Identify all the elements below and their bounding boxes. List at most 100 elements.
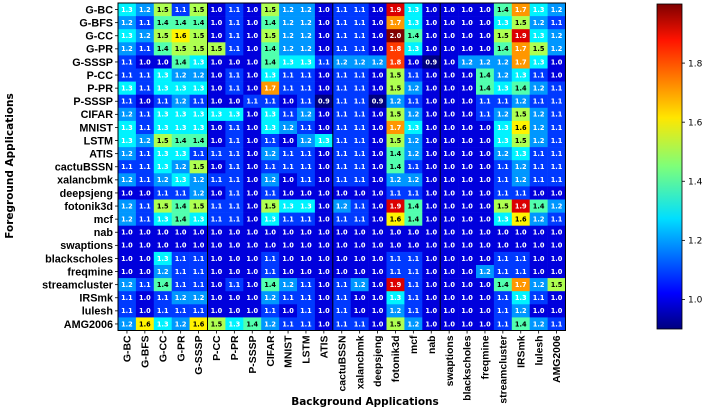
- cell-value-label: 1.0: [282, 268, 294, 276]
- cell-value-label: 1.1: [175, 255, 187, 263]
- heatmap-cell: [279, 147, 298, 161]
- heatmap-cell: [350, 3, 369, 17]
- cell-value-label: 1.2: [121, 320, 133, 328]
- heatmap-cell: [171, 94, 190, 109]
- heatmap-cell: [368, 317, 387, 331]
- cell-value-label: 1.0: [139, 229, 151, 237]
- cell-value-label: 1.0: [246, 111, 258, 119]
- cell-value-label: 1.1: [139, 19, 151, 27]
- heatmap-cell: [529, 29, 548, 43]
- heatmap-cell: [511, 238, 530, 253]
- cell-value-label: 1.0: [211, 58, 223, 66]
- heatmap-cell: [422, 42, 441, 56]
- cell-value-label: 1.2: [390, 176, 402, 184]
- cell-value-label: 1.3: [157, 150, 169, 158]
- heatmap-cell: [511, 225, 530, 240]
- heatmap-cell: [422, 238, 441, 253]
- heatmap-cell: [547, 251, 566, 266]
- heatmap-cell: [225, 107, 244, 122]
- cell-value-label: 1.1: [193, 255, 205, 263]
- cell-value-label: 1.1: [479, 98, 491, 106]
- heatmap-cell: [225, 3, 244, 17]
- cell-value-label: 1.2: [354, 58, 366, 66]
- cell-value-label: 1.2: [121, 202, 133, 210]
- cell-value-label: 1.5: [390, 84, 402, 92]
- heatmap-cell: [171, 238, 190, 253]
- heatmap-cell: [297, 186, 316, 200]
- cell-value-label: 1.0: [246, 32, 258, 40]
- heatmap-cell: [547, 94, 566, 109]
- heatmap-cell: [547, 278, 566, 292]
- heatmap-cell: [386, 251, 405, 266]
- heatmap-cell: [350, 186, 369, 200]
- cell-value-label: 1.3: [497, 84, 509, 92]
- x-axis-label: Background Applications: [291, 396, 439, 408]
- cell-value-label: 1.0: [229, 229, 241, 237]
- cell-value-label: 1.0: [551, 268, 563, 276]
- cell-value-label: 1.2: [336, 58, 348, 66]
- heatmap-cell: [261, 107, 280, 122]
- cell-value-label: 1.2: [264, 320, 276, 328]
- cell-value-label: 1.0: [282, 307, 294, 315]
- cell-value-label: 1.3: [193, 215, 205, 223]
- cell-value-label: 1.1: [139, 281, 151, 289]
- heatmap-cell: [207, 3, 226, 17]
- cell-value-label: 1.1: [211, 202, 223, 210]
- cell-value-label: 1.3: [193, 58, 205, 66]
- cell-value-label: 1.0: [443, 189, 455, 197]
- heatmap-cell: [118, 55, 137, 69]
- heatmap-cell: [350, 265, 369, 279]
- cell-value-label: 1.0: [121, 189, 133, 197]
- cell-value-label: 1.5: [264, 6, 276, 14]
- heatmap-cell: [243, 68, 262, 82]
- heatmap-cell: [297, 238, 316, 253]
- heatmap-cell: [171, 68, 190, 82]
- heatmap-cell: [493, 251, 513, 266]
- heatmap-cell: [261, 55, 280, 69]
- heatmap-cell: [243, 173, 262, 187]
- cell-value-label: 1.1: [497, 294, 509, 302]
- cell-value-label: 1.1: [336, 320, 348, 328]
- cell-value-label: 1.0: [443, 229, 455, 237]
- cell-value-label: 1.1: [193, 281, 205, 289]
- cell-value-label: 1.0: [318, 320, 330, 328]
- cell-value-label: 1.2: [551, 202, 563, 210]
- heatmap-cell: [297, 278, 316, 292]
- cell-value-label: 1.0: [354, 268, 366, 276]
- cell-value-label: 1.0: [425, 111, 437, 119]
- heatmap-cell: [153, 251, 172, 266]
- cell-value-label: 1.3: [264, 71, 276, 79]
- heatmap-cell: [493, 42, 513, 56]
- cell-value-label: 1.1: [354, 176, 366, 184]
- heatmap-cell: [135, 107, 155, 122]
- heatmap-cell: [476, 16, 495, 30]
- heatmap-cell: [511, 278, 530, 292]
- heatmap-cell: [529, 107, 548, 122]
- cell-value-label: 1.0: [336, 189, 348, 197]
- heatmap-cell: [404, 134, 423, 148]
- cell-value-label: 1.1: [354, 111, 366, 119]
- heatmap-cell: [422, 94, 441, 109]
- cell-value-label: 1.0: [139, 255, 151, 263]
- cell-value-label: 1.0: [461, 6, 473, 14]
- cell-value-label: 1.0: [318, 215, 330, 223]
- cell-value-label: 1.3: [497, 19, 509, 27]
- cell-value-label: 1.1: [300, 71, 312, 79]
- heatmap-cell: [368, 186, 387, 200]
- heatmap-cell: [171, 199, 190, 213]
- heatmap-cell: [153, 147, 172, 161]
- cell-value-label: 1.0: [300, 229, 312, 237]
- cell-value-label: 1.3: [121, 6, 133, 14]
- cell-value-label: 1.1: [229, 84, 241, 92]
- cell-value-label: 1.1: [175, 281, 187, 289]
- heatmap-cell: [118, 278, 137, 292]
- cell-value-label: 1.0: [479, 124, 491, 132]
- heatmap-cell: [547, 199, 566, 213]
- cell-value-label: 1.0: [551, 229, 563, 237]
- cell-value-label: 1.2: [461, 58, 473, 66]
- heatmap-cell: [440, 94, 459, 109]
- cell-value-label: 1.0: [408, 242, 420, 250]
- heatmap-cell: [314, 251, 334, 266]
- heatmap-cell: [547, 120, 566, 135]
- cell-value-label: 1.1: [282, 163, 294, 171]
